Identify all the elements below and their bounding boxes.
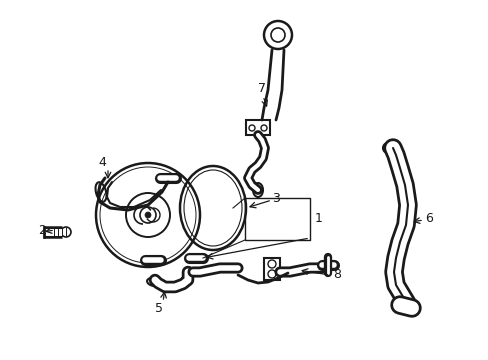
Text: 5: 5 xyxy=(155,302,163,315)
Text: 6: 6 xyxy=(424,212,432,225)
Text: 4: 4 xyxy=(98,156,106,168)
Bar xyxy=(245,120,269,135)
Circle shape xyxy=(145,212,151,218)
Text: 1: 1 xyxy=(314,212,322,225)
Text: 2: 2 xyxy=(38,224,46,237)
Text: 7: 7 xyxy=(258,81,265,95)
Text: 3: 3 xyxy=(271,192,279,204)
Bar xyxy=(264,258,280,280)
Text: 8: 8 xyxy=(332,269,340,282)
